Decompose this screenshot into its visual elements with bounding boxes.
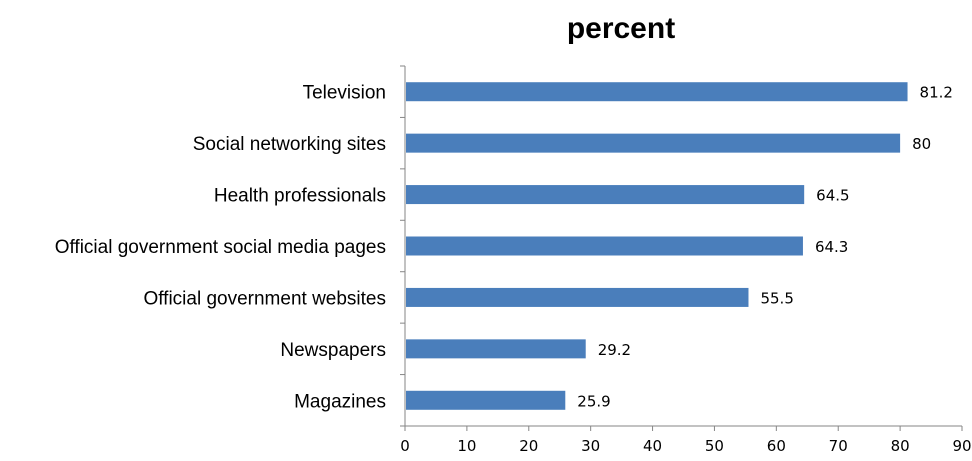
- x-tick-label: 60: [767, 437, 786, 455]
- bar: [406, 133, 901, 153]
- plot-area: 0 10 20 30 40 50 60 70 80 90 Television 81.2 Social …: [55, 65, 972, 455]
- x-tick-label: 20: [519, 437, 538, 455]
- category-label: Social networking sites: [193, 134, 386, 155]
- x-tick-label: 10: [457, 437, 476, 455]
- x-tick-label: 30: [581, 437, 600, 455]
- bar: [406, 287, 749, 307]
- category-label: Magazines: [294, 391, 386, 412]
- data-label: 80: [912, 135, 931, 153]
- bar: [406, 82, 908, 102]
- x-tick-label: 80: [891, 437, 910, 455]
- data-label: 64.3: [815, 238, 848, 256]
- x-tick-label: 0: [400, 437, 410, 455]
- bar: [406, 185, 805, 205]
- x-tick-label: 40: [643, 437, 662, 455]
- category-label: Television: [303, 83, 386, 104]
- data-label: 55.5: [760, 289, 793, 307]
- category-label: Health professionals: [214, 186, 386, 207]
- chart-title: percent: [567, 12, 675, 45]
- data-label: 29.2: [598, 341, 631, 359]
- data-label: 81.2: [920, 84, 953, 102]
- bar: [406, 236, 803, 256]
- x-tick-label: 70: [829, 437, 848, 455]
- x-tick-label: 50: [705, 437, 724, 455]
- category-label: Official government social media pages: [55, 237, 386, 258]
- data-label: 25.9: [577, 392, 610, 410]
- x-tick-label: 90: [952, 437, 971, 455]
- data-label: 64.5: [816, 187, 849, 205]
- category-label: Official government websites: [143, 288, 386, 309]
- bar: [406, 339, 586, 359]
- category-label: Newspapers: [280, 340, 386, 361]
- bar: [406, 390, 566, 410]
